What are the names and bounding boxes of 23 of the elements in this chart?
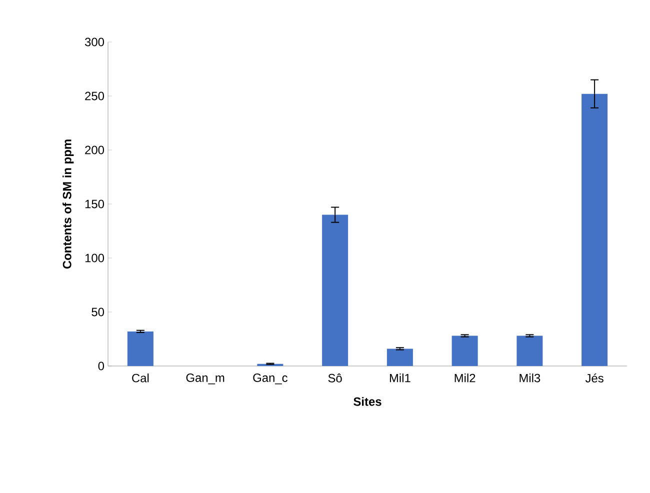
x-tick-label: Mil3 [520,374,540,382]
x-axis-title: Sites [354,397,382,406]
y-tick-label: 50 [92,308,104,316]
x-tick-label: Sô [328,374,342,382]
bar [322,214,348,366]
bar [127,331,154,366]
y-tick-label: 200 [85,146,104,154]
x-tick-label: Mil2 [454,374,476,382]
y-tick-label: 0 [98,362,104,370]
x-tick-label: Jés [585,374,604,382]
bar [516,336,543,366]
y-tick-label: 250 [85,92,104,100]
y-tick-label: 150 [85,200,104,208]
x-tick-label: Mil1 [390,374,410,382]
bar [452,336,478,366]
x-tick-label: Gan_c [253,374,288,384]
y-tick-label: 100 [85,254,104,262]
x-tick-label: Cal [132,374,149,382]
bar [582,94,608,366]
y-tick-label: 300 [84,38,104,46]
y-axis-title: Contents of SM in ppm [62,140,74,269]
bar [386,348,413,366]
x-tick-label: Gan_m [186,374,224,384]
